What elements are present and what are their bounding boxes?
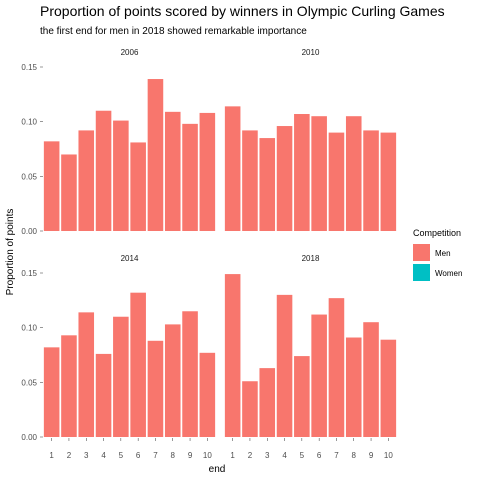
bar: [43, 141, 60, 231]
bar: [164, 111, 181, 231]
chart-title: Proportion of points scored by winners i…: [40, 3, 445, 19]
legend-key-women: [413, 264, 430, 281]
y-tick-label: 0.00: [21, 433, 37, 442]
bar: [259, 368, 276, 437]
bar: [147, 79, 164, 231]
x-tick-label: 2: [67, 451, 72, 460]
bar: [78, 130, 95, 231]
bar: [311, 116, 327, 231]
y-tick-label: 0.05: [21, 172, 37, 181]
bar: [113, 316, 129, 437]
bar: [380, 132, 397, 231]
panel-2010: 2010: [224, 48, 397, 231]
bar: [294, 114, 310, 231]
x-tick-label: 9: [188, 451, 193, 460]
panel-2018: 2018 1 2 3 4 5 6 7 8 9 10: [224, 254, 397, 460]
bar: [199, 352, 216, 437]
y-tick-label: 0.15: [21, 269, 37, 278]
bar: [164, 324, 181, 437]
bar: [276, 294, 293, 437]
x-tick-label: 4: [282, 451, 287, 460]
bar: [43, 347, 60, 437]
y-tick-label: 0.00: [21, 227, 37, 236]
x-tick-label: 1: [49, 451, 54, 460]
y-tick-label: 0.15: [21, 63, 37, 72]
bar: [345, 116, 362, 231]
x-tick-label: 7: [153, 451, 158, 460]
bar: [95, 353, 112, 437]
bar: [147, 340, 164, 437]
x-tick-label: 8: [352, 451, 357, 460]
bar: [363, 322, 379, 437]
bar: [78, 312, 95, 437]
chart-subtitle: the first end for men in 2018 showed rem…: [40, 26, 307, 37]
bar: [294, 356, 310, 437]
bar: [182, 311, 198, 437]
bar: [242, 381, 258, 437]
facet-panels: 2006 0.00 0.05 0.10 0.15 2010 2014 0.00 0.05 0.10…: [21, 48, 397, 460]
bar: [259, 138, 276, 231]
bar: [345, 337, 362, 437]
bar: [130, 142, 146, 231]
bar: [182, 123, 198, 231]
bar: [61, 154, 77, 231]
strip-label: 2014: [121, 254, 139, 263]
x-tick-label: 2: [248, 451, 253, 460]
bar: [199, 112, 216, 231]
strip-label: 2018: [302, 254, 320, 263]
panel-2014: 2014 0.00 0.05 0.10 0.15 1 2 3 4 5 6 7 8 9 10: [21, 254, 216, 460]
y-tick-label: 0.10: [21, 118, 37, 127]
legend: Competition Men Women: [413, 228, 462, 281]
bar: [328, 298, 345, 437]
x-tick-label: 3: [265, 451, 270, 460]
bar: [328, 132, 345, 231]
x-tick-label: 9: [369, 451, 374, 460]
x-tick-label: 8: [171, 451, 176, 460]
y-tick-label: 0.05: [21, 378, 37, 387]
x-tick-label: 6: [136, 451, 141, 460]
bar: [224, 274, 241, 437]
x-tick-label: 10: [203, 451, 212, 460]
bar: [276, 126, 293, 231]
y-tick-label: 0.10: [21, 324, 37, 333]
x-tick-label: 5: [300, 451, 305, 460]
x-tick-label: 3: [84, 451, 89, 460]
legend-key-men: [413, 244, 430, 261]
bar: [363, 130, 379, 231]
strip-label: 2006: [121, 48, 139, 57]
x-tick-label: 10: [384, 451, 393, 460]
legend-label: Men: [435, 249, 451, 258]
x-axis-title: end: [209, 464, 226, 475]
bar: [224, 106, 241, 231]
y-axis-title: Proportion of points: [5, 209, 16, 296]
x-tick-label: 5: [119, 451, 124, 460]
strip-label: 2010: [302, 48, 320, 57]
x-tick-label: 7: [334, 451, 339, 460]
x-tick-label: 4: [101, 451, 106, 460]
x-tick-label: 1: [230, 451, 235, 460]
bar: [61, 335, 77, 437]
bar: [130, 292, 146, 437]
bar: [242, 130, 258, 231]
legend-title: Competition: [413, 228, 461, 238]
bar: [95, 110, 112, 231]
x-tick-label: 6: [317, 451, 322, 460]
legend-label: Women: [435, 269, 462, 278]
bar: [311, 314, 327, 437]
bar: [380, 339, 397, 437]
panel-2006: 2006 0.00 0.05 0.10 0.15: [21, 48, 216, 236]
bar: [113, 120, 129, 231]
